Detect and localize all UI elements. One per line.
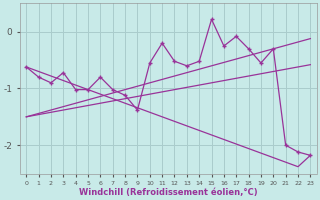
X-axis label: Windchill (Refroidissement éolien,°C): Windchill (Refroidissement éolien,°C) xyxy=(79,188,258,197)
